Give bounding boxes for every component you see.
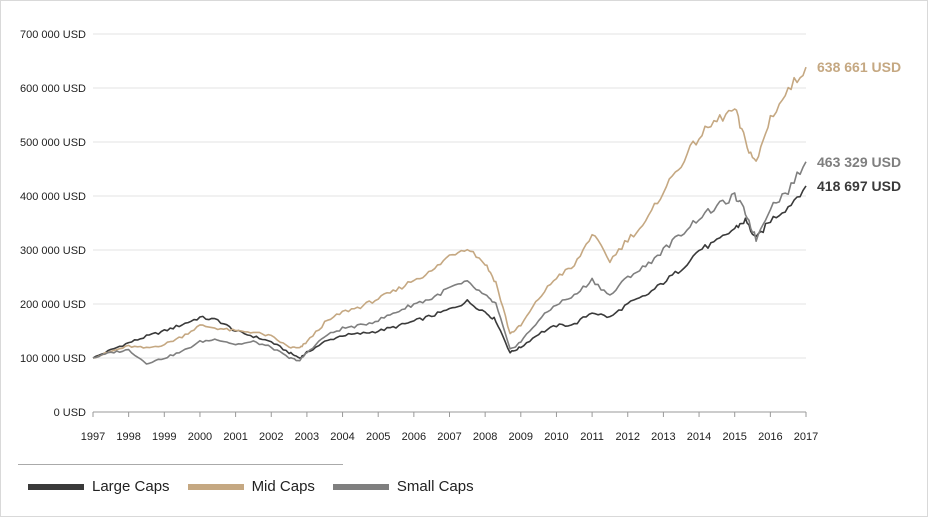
y-tick-label: 700 000 USD	[20, 29, 86, 41]
x-tick-label: 2010	[544, 431, 568, 443]
x-tick-label: 1998	[116, 431, 140, 443]
x-tick-label: 2005	[366, 431, 390, 443]
grid-lines	[93, 33, 806, 359]
legend-divider	[18, 464, 343, 465]
y-tick-label: 400 000 USD	[20, 191, 86, 203]
y-tick-label: 500 000 USD	[20, 137, 86, 149]
x-axis: 1997 1998 1999 2000 2001 2002 2003 2004 2005 2006…	[81, 411, 818, 443]
x-tick-label: 2006	[402, 431, 426, 443]
x-tick-label: 2017	[794, 431, 818, 443]
x-tick-label: 2002	[259, 431, 283, 443]
x-tick-label: 2004	[330, 431, 354, 443]
series-line-large-caps	[92, 185, 807, 359]
x-tick-label: 1999	[152, 431, 176, 443]
legend-swatch-small-caps	[332, 483, 389, 490]
x-tick-label: 2007	[437, 431, 461, 443]
y-tick-label: 200 000 USD	[20, 299, 86, 311]
y-tick-label: 600 000 USD	[20, 83, 86, 95]
x-tick-label: 2014	[687, 431, 711, 443]
x-tick-label: 2009	[509, 431, 533, 443]
series-lines	[92, 66, 807, 365]
legend: Large Caps Mid Caps Small Caps	[28, 478, 492, 495]
legend-item-large-caps: Large Caps	[28, 478, 170, 495]
x-tick-label: 2012	[616, 431, 640, 443]
y-axis-ticks: 0 USD 100 000 USD 200 000 USD 300 000 USD 40…	[20, 29, 86, 419]
x-tick-label: 2011	[580, 431, 604, 443]
legend-label-mid-caps: Mid Caps	[251, 478, 315, 495]
x-tick-label: 2016	[758, 431, 782, 443]
x-tick-label: 2015	[722, 431, 746, 443]
x-tick-label: 1997	[81, 431, 105, 443]
legend-swatch-large-caps	[28, 483, 84, 490]
x-tick-label: 2000	[188, 431, 212, 443]
end-label-large-caps: 418 697 USD	[817, 178, 901, 194]
y-tick-label: 300 000 USD	[20, 245, 86, 257]
y-tick-label: 100 000 USD	[20, 353, 86, 365]
x-tick-label: 2003	[295, 431, 319, 443]
end-label-small-caps: 463 329 USD	[817, 154, 901, 170]
end-label-mid-caps: 638 661 USD	[817, 59, 901, 75]
legend-item-mid-caps: Mid Caps	[187, 478, 315, 495]
legend-item-small-caps: Small Caps	[332, 478, 474, 495]
x-tick-label: 2013	[651, 431, 675, 443]
legend-swatch-mid-caps	[187, 483, 244, 490]
y-tick-label: 0 USD	[54, 407, 86, 419]
x-tick-label: 2008	[473, 431, 497, 443]
x-tick-label: 2001	[223, 431, 247, 443]
legend-label-large-caps: Large Caps	[92, 478, 170, 495]
legend-label-small-caps: Small Caps	[396, 478, 474, 495]
series-line-mid-caps	[92, 66, 807, 359]
end-value-labels: 418 697 USD 638 661 USD 463 329 USD	[817, 59, 901, 194]
series-line-small-caps	[92, 161, 807, 365]
